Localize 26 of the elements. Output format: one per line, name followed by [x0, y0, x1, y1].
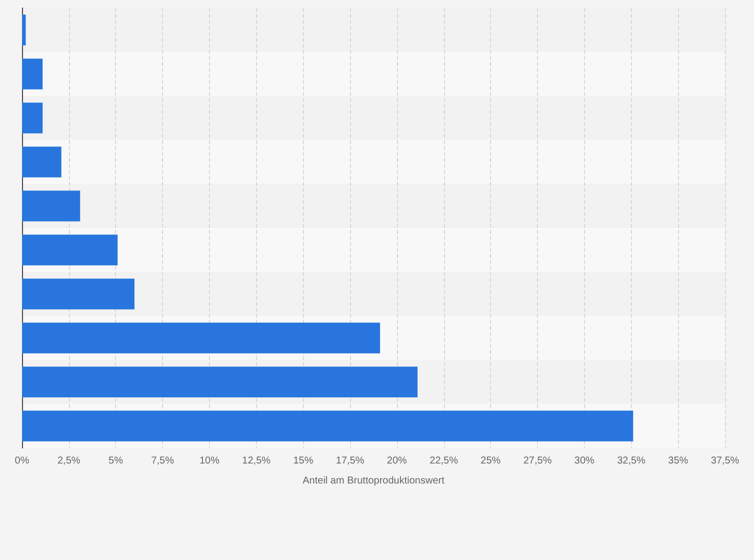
bar — [22, 278, 134, 310]
x-tick-label: 32,5% — [617, 456, 646, 466]
x-tick-label: 37,5% — [710, 456, 740, 466]
x-tick-label: 2,5% — [57, 456, 80, 466]
x-tick-label: 27,5% — [523, 456, 552, 466]
x-tick-label: 20% — [386, 456, 408, 466]
x-tick-label: 10% — [199, 456, 220, 466]
x-tick-label: 17,5% — [336, 456, 364, 466]
bar — [22, 322, 380, 354]
x-tick-label: 5% — [108, 456, 124, 466]
x-tick-label: 7,5% — [151, 456, 174, 466]
x-tick-label: 12,5% — [242, 456, 271, 466]
x-tick-label: 22,5% — [430, 456, 458, 466]
bar — [22, 58, 43, 90]
x-tick-label: 0% — [14, 456, 30, 466]
x-tick-label: 35% — [668, 456, 688, 466]
x-tick-label: 15% — [293, 456, 314, 466]
bar — [22, 190, 80, 222]
x-axis-title: Anteil am Bruttoproduktionswert — [302, 476, 445, 486]
bar — [22, 234, 118, 266]
bar — [22, 366, 418, 398]
bar — [22, 146, 62, 178]
x-tick-label: 30% — [574, 456, 595, 466]
x-tick-label: 25% — [480, 456, 501, 466]
bar — [22, 14, 26, 46]
bar — [22, 102, 43, 134]
